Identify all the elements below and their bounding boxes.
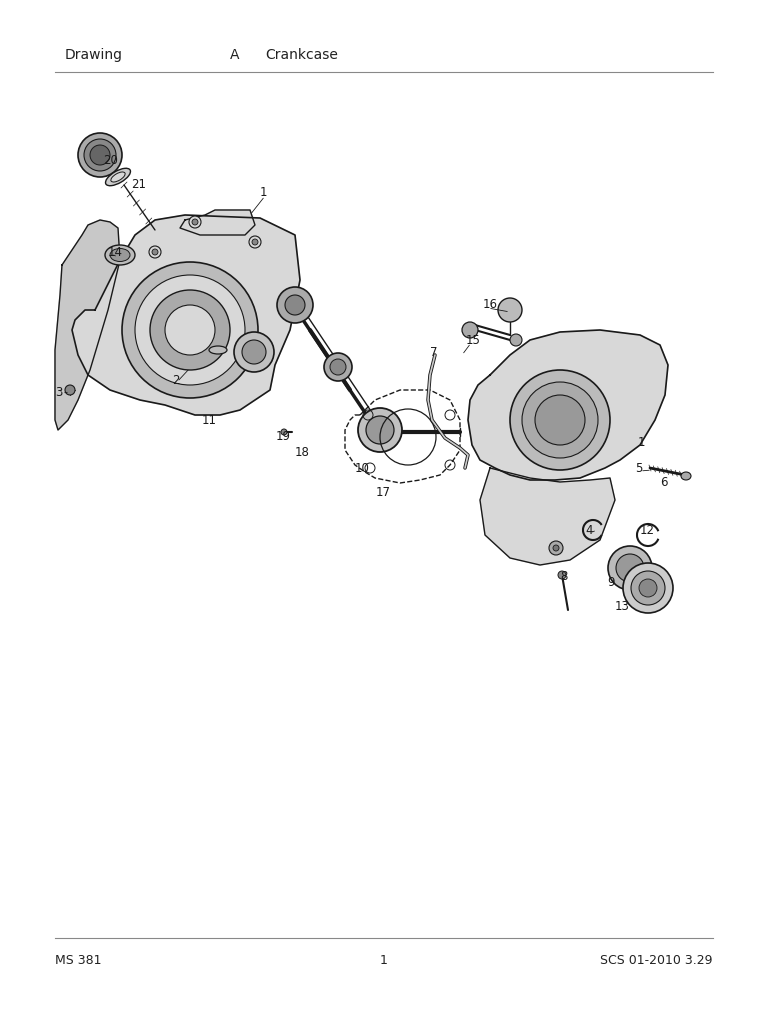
Circle shape [623, 563, 673, 613]
Circle shape [281, 429, 287, 435]
Polygon shape [55, 220, 120, 430]
Text: 8: 8 [560, 570, 568, 584]
Circle shape [277, 287, 313, 323]
Text: Crankcase: Crankcase [265, 48, 338, 62]
Circle shape [462, 322, 478, 338]
Ellipse shape [111, 172, 125, 182]
Polygon shape [480, 468, 615, 565]
Circle shape [65, 385, 75, 395]
Circle shape [84, 139, 116, 171]
Circle shape [510, 370, 610, 470]
Ellipse shape [209, 346, 227, 354]
Text: 7: 7 [430, 346, 438, 359]
Text: 1: 1 [380, 953, 388, 967]
Circle shape [549, 541, 563, 555]
Circle shape [358, 408, 402, 452]
Text: 3: 3 [55, 386, 62, 399]
Circle shape [522, 382, 598, 458]
Text: 6: 6 [660, 475, 667, 488]
Text: 9: 9 [607, 575, 614, 589]
Polygon shape [468, 330, 668, 480]
Circle shape [631, 571, 665, 605]
Circle shape [535, 395, 585, 445]
Circle shape [285, 295, 305, 315]
Circle shape [122, 262, 258, 398]
Circle shape [553, 545, 559, 551]
Text: 2: 2 [172, 374, 180, 386]
Text: 20: 20 [103, 154, 118, 167]
Text: 1: 1 [260, 186, 267, 200]
Text: 18: 18 [295, 446, 310, 460]
Ellipse shape [110, 249, 130, 261]
Circle shape [249, 236, 261, 248]
Text: 13: 13 [615, 600, 630, 613]
Text: A: A [230, 48, 240, 62]
Text: 1: 1 [638, 436, 645, 450]
Circle shape [90, 145, 110, 165]
Text: 14: 14 [108, 246, 123, 258]
Circle shape [189, 216, 201, 228]
Text: SCS 01-2010 3.29: SCS 01-2010 3.29 [601, 953, 713, 967]
Circle shape [616, 554, 644, 582]
Text: 12: 12 [640, 523, 655, 537]
Circle shape [608, 546, 652, 590]
Circle shape [366, 416, 394, 444]
Text: 16: 16 [483, 299, 498, 311]
Text: 17: 17 [376, 485, 391, 499]
Circle shape [149, 246, 161, 258]
Circle shape [78, 133, 122, 177]
Circle shape [152, 249, 158, 255]
Circle shape [165, 305, 215, 355]
Ellipse shape [105, 245, 135, 265]
Circle shape [324, 353, 352, 381]
Circle shape [510, 334, 522, 346]
Text: 11: 11 [202, 414, 217, 427]
Circle shape [330, 359, 346, 375]
Text: MS 381: MS 381 [55, 953, 101, 967]
Circle shape [135, 275, 245, 385]
Circle shape [498, 298, 522, 322]
Text: 15: 15 [466, 334, 481, 346]
Circle shape [558, 571, 566, 579]
Circle shape [639, 579, 657, 597]
Circle shape [242, 340, 266, 364]
Text: 10: 10 [355, 462, 370, 474]
Circle shape [234, 332, 274, 372]
Polygon shape [72, 215, 300, 415]
Circle shape [252, 239, 258, 245]
Text: 5: 5 [635, 462, 642, 474]
Text: 4: 4 [585, 523, 592, 537]
Polygon shape [180, 210, 255, 234]
Ellipse shape [681, 472, 691, 480]
Ellipse shape [105, 168, 131, 185]
Text: 21: 21 [131, 178, 146, 191]
Text: Drawing: Drawing [65, 48, 123, 62]
Circle shape [150, 290, 230, 370]
Text: 19: 19 [276, 429, 291, 442]
Circle shape [192, 219, 198, 225]
